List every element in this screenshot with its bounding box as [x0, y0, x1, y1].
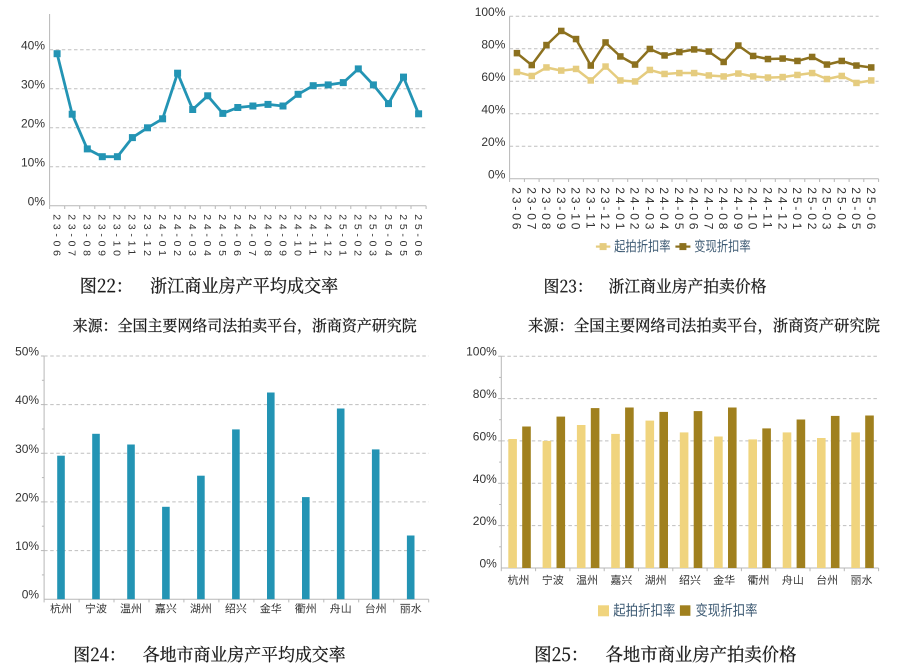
svg-text:25-01: 25-01 [790, 187, 804, 232]
svg-text:24-09: 24-09 [276, 214, 288, 259]
svg-text:23-12: 23-12 [141, 214, 153, 259]
svg-text:0%: 0% [479, 557, 497, 571]
svg-text:25-04: 25-04 [382, 214, 394, 259]
svg-text:80%: 80% [481, 37, 505, 51]
svg-text:50%: 50% [15, 345, 39, 359]
svg-text:40%: 40% [473, 472, 497, 486]
svg-text:40%: 40% [15, 393, 39, 407]
svg-text:24-01: 24-01 [156, 214, 168, 259]
svg-text:30%: 30% [15, 442, 39, 456]
svg-text:25-03: 25-03 [367, 214, 379, 259]
svg-text:23-06: 23-06 [50, 214, 62, 259]
svg-text:23-10: 23-10 [111, 214, 123, 259]
svg-text:40%: 40% [481, 102, 505, 116]
svg-text:25-02: 25-02 [805, 187, 819, 232]
svg-text:100%: 100% [466, 345, 497, 359]
svg-text:23-10: 23-10 [569, 187, 583, 232]
svg-text:23-12: 23-12 [598, 187, 612, 232]
svg-text:25-02: 25-02 [352, 214, 364, 259]
svg-text:24-01: 24-01 [613, 187, 627, 232]
svg-text:24-11: 24-11 [761, 187, 775, 231]
svg-text:60%: 60% [473, 429, 497, 443]
svg-text:40%: 40% [21, 38, 45, 52]
svg-text:24-12: 24-12 [322, 214, 334, 259]
svg-text:24-05: 24-05 [216, 214, 228, 259]
svg-text:0%: 0% [488, 167, 506, 181]
svg-text:23-11: 23-11 [126, 214, 138, 259]
svg-text:23-09: 23-09 [96, 214, 108, 259]
svg-text:24-04: 24-04 [657, 187, 671, 232]
svg-text:24-04: 24-04 [201, 214, 213, 259]
svg-text:25-05: 25-05 [397, 214, 409, 259]
svg-text:25-04: 25-04 [834, 187, 848, 232]
svg-text:23-11: 23-11 [583, 187, 597, 231]
svg-text:23-07: 23-07 [524, 187, 538, 232]
svg-text:24-05: 24-05 [672, 187, 686, 232]
svg-text:20%: 20% [21, 116, 45, 130]
svg-text:0%: 0% [22, 588, 40, 602]
svg-text:25-05: 25-05 [849, 187, 863, 232]
svg-text:24-06: 24-06 [231, 214, 243, 259]
svg-text:10%: 10% [15, 539, 39, 553]
svg-text:24-10: 24-10 [291, 214, 303, 259]
svg-text:24-03: 24-03 [642, 187, 656, 232]
svg-text:20%: 20% [481, 135, 505, 149]
svg-text:23-09: 23-09 [554, 187, 568, 232]
svg-text:25-06: 25-06 [412, 214, 424, 259]
svg-text:25-01: 25-01 [337, 214, 349, 259]
svg-text:24-12: 24-12 [775, 187, 789, 232]
svg-text:60%: 60% [481, 70, 505, 84]
svg-text:80%: 80% [473, 387, 497, 401]
svg-text:24-08: 24-08 [261, 214, 273, 259]
svg-text:20%: 20% [15, 490, 39, 504]
svg-text:24-07: 24-07 [246, 214, 258, 259]
svg-text:24-08: 24-08 [716, 187, 730, 232]
svg-text:24-10: 24-10 [746, 187, 760, 232]
svg-text:24-02: 24-02 [171, 214, 183, 259]
svg-text:25-03: 25-03 [820, 187, 834, 232]
svg-text:23-07: 23-07 [66, 214, 78, 259]
svg-text:24-07: 24-07 [702, 187, 716, 232]
svg-text:24-06: 24-06 [687, 187, 701, 232]
svg-text:24-02: 24-02 [628, 187, 642, 232]
svg-text:24-03: 24-03 [186, 214, 198, 259]
svg-text:10%: 10% [21, 155, 45, 169]
svg-text:30%: 30% [21, 77, 45, 91]
svg-text:24-09: 24-09 [731, 187, 745, 232]
svg-text:23-08: 23-08 [539, 187, 553, 232]
svg-text:24-11: 24-11 [307, 214, 319, 259]
svg-text:100%: 100% [475, 5, 506, 19]
svg-text:23-08: 23-08 [81, 214, 93, 259]
svg-text:20%: 20% [473, 514, 497, 528]
svg-text:0%: 0% [28, 194, 46, 208]
svg-text:23-06: 23-06 [510, 187, 524, 232]
svg-text:25-06: 25-06 [864, 187, 878, 232]
